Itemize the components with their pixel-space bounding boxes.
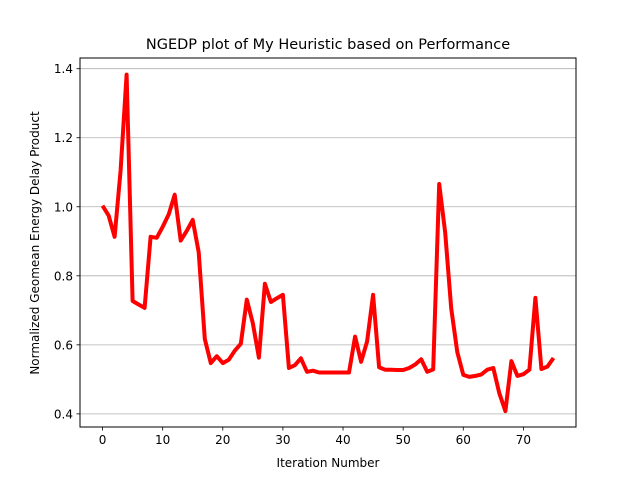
x-tick-label: 10: [155, 433, 170, 447]
y-tick-label: 1.4: [54, 62, 73, 76]
chart-title: NGEDP plot of My Heuristic based on Perf…: [146, 37, 510, 53]
x-tick-label: 60: [456, 433, 471, 447]
y-tick-label: 0.6: [54, 338, 73, 352]
y-tick-label: 0.4: [54, 407, 73, 421]
x-tick-label: 40: [335, 433, 350, 447]
y-axis-title: Normalized Geomean Energy Delay Product: [28, 111, 42, 375]
y-ticks: 0.4 0.6 0.8 1.0 1.2 1.4: [54, 62, 80, 421]
x-tick-label: 20: [215, 433, 230, 447]
grid-lines: [80, 68, 576, 415]
plot-frame: [79, 57, 577, 428]
x-tick-label: 30: [275, 433, 290, 447]
series-line: [100, 72, 556, 414]
x-ticks: 0 10 20 30 40 50 60 70: [99, 427, 531, 447]
y-tick-label: 0.8: [54, 269, 73, 283]
y-tick-label: 1.0: [54, 200, 73, 214]
x-tick-label: 50: [396, 433, 411, 447]
x-tick-label: 0: [99, 433, 107, 447]
series-lines: [100, 72, 556, 414]
x-tick-label: 70: [516, 433, 531, 447]
y-tick-label: 1.2: [54, 131, 73, 145]
x-axis-title: Iteration Number: [277, 456, 380, 470]
